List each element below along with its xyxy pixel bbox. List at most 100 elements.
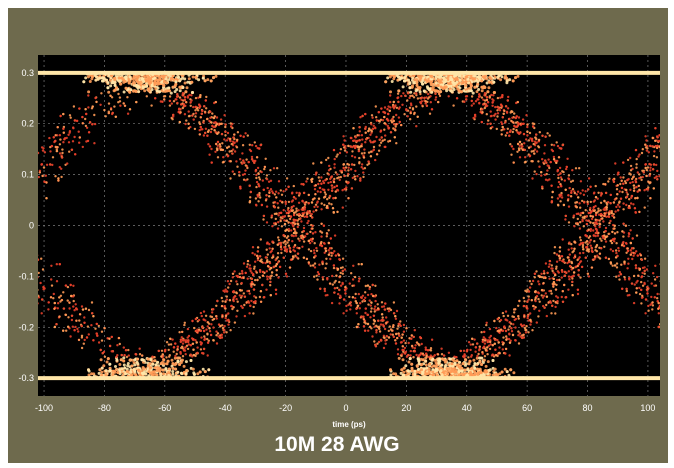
eye-sample-point xyxy=(265,174,269,177)
eye-sample-point xyxy=(296,225,299,229)
eye-sample-point xyxy=(72,295,75,298)
eye-sample-point xyxy=(395,106,399,110)
eye-sample-point xyxy=(210,147,213,151)
eye-sample-point xyxy=(80,334,84,337)
eye-sample-point xyxy=(72,105,76,108)
eye-sample-point xyxy=(613,240,616,243)
eye-sample-point xyxy=(664,176,666,178)
eye-sample-point xyxy=(50,264,53,267)
eye-sample-point xyxy=(251,144,254,147)
eye-sample-point xyxy=(520,147,523,150)
eye-sample-point xyxy=(510,330,514,333)
eye-sample-point xyxy=(525,290,528,293)
eye-sample-point xyxy=(122,90,126,94)
eye-sample-point xyxy=(382,334,386,337)
eye-sample-point xyxy=(416,97,420,100)
eye-sample-point xyxy=(325,257,328,260)
eye-sample-point xyxy=(567,174,571,177)
eye-sample-point xyxy=(164,367,168,370)
eye-sample-point xyxy=(648,174,651,177)
eye-sample-point xyxy=(477,352,480,356)
eye-sample-point xyxy=(614,249,618,252)
eye-sample-point xyxy=(302,240,306,243)
eye-sample-point xyxy=(528,131,532,135)
eye-sample-point xyxy=(110,96,114,99)
eye-sample-point xyxy=(93,122,97,126)
eye-sample-point xyxy=(530,282,533,286)
eye-sample-point xyxy=(398,106,401,109)
eye-sample-point xyxy=(527,331,530,334)
eye-sample-point xyxy=(383,106,387,109)
eye-sample-point xyxy=(396,348,400,351)
eye-sample-point xyxy=(498,346,501,349)
eye-sample-point xyxy=(336,286,339,290)
eye-sample-point xyxy=(558,258,561,262)
eye-sample-point xyxy=(196,109,200,112)
eye-sample-point xyxy=(395,309,399,313)
eye-sample-point xyxy=(487,119,490,122)
eye-sample-point xyxy=(609,219,612,223)
eye-sample-point xyxy=(258,193,261,197)
eye-sample-point xyxy=(269,179,273,182)
eye-sample-point xyxy=(345,151,349,154)
eye-sample-point xyxy=(205,107,208,110)
eye-sample-point xyxy=(484,364,488,368)
eye-sample-point xyxy=(323,251,326,254)
eye-sample-point xyxy=(550,264,553,267)
eye-sample-point xyxy=(447,351,451,354)
eye-sample-point xyxy=(236,283,239,286)
eye-sample-point xyxy=(415,353,418,357)
eye-sample-point xyxy=(486,360,490,364)
eye-sample-point xyxy=(619,182,622,186)
eye-sample-point xyxy=(383,128,386,131)
eye-sample-point xyxy=(87,90,91,94)
eye-sample-point xyxy=(244,132,247,135)
eye-sample-point xyxy=(367,303,370,306)
eye-sample-point xyxy=(360,166,363,169)
eye-sample-point xyxy=(165,341,169,344)
eye-sample-point xyxy=(355,312,358,315)
eye-sample-point xyxy=(84,117,87,121)
eye-sample-point xyxy=(556,197,560,200)
eye-sample-point xyxy=(181,342,185,345)
eye-sample-point xyxy=(171,338,174,341)
eye-sample-point xyxy=(421,105,424,108)
eye-sample-point xyxy=(494,118,497,121)
eye-sample-point xyxy=(233,270,236,273)
eye-sample-point xyxy=(219,118,223,121)
eye-sample-point xyxy=(103,355,107,358)
eye-sample-point xyxy=(145,95,148,98)
eye-sample-point xyxy=(503,367,507,371)
eye-sample-point xyxy=(333,157,336,161)
eye-sample-point xyxy=(627,232,631,235)
eye-sample-point xyxy=(555,141,558,144)
eye-sample-point xyxy=(474,350,477,353)
eye-sample-point xyxy=(236,131,240,134)
eye-sample-point xyxy=(555,295,558,298)
eye-sample-point xyxy=(632,274,636,278)
eye-sample-point xyxy=(402,323,406,327)
eye-sample-point xyxy=(184,122,187,126)
eye-sample-point xyxy=(389,100,392,104)
eye-sample-point xyxy=(351,176,354,180)
eye-sample-point xyxy=(248,264,252,267)
eye-sample-point xyxy=(288,210,291,214)
eye-sample-point xyxy=(276,227,280,230)
eye-sample-point xyxy=(560,196,564,199)
eye-sample-point xyxy=(341,189,344,192)
eye-sample-point xyxy=(444,359,448,362)
eye-sample-point xyxy=(568,260,571,264)
eye-sample-point xyxy=(518,156,522,159)
eye-sample-point xyxy=(204,314,208,317)
eye-sample-point xyxy=(626,193,629,196)
eye-sample-point xyxy=(538,283,541,286)
eye-sample-point xyxy=(314,203,318,206)
eye-sample-point xyxy=(660,161,662,163)
eye-sample-point xyxy=(491,373,495,377)
eye-sample-point xyxy=(429,349,433,352)
eye-sample-point xyxy=(68,307,71,310)
eye-sample-point xyxy=(287,200,291,204)
eye-sample-point xyxy=(87,333,91,336)
eye-sample-point xyxy=(575,193,578,196)
eye-sample-point xyxy=(547,265,551,268)
